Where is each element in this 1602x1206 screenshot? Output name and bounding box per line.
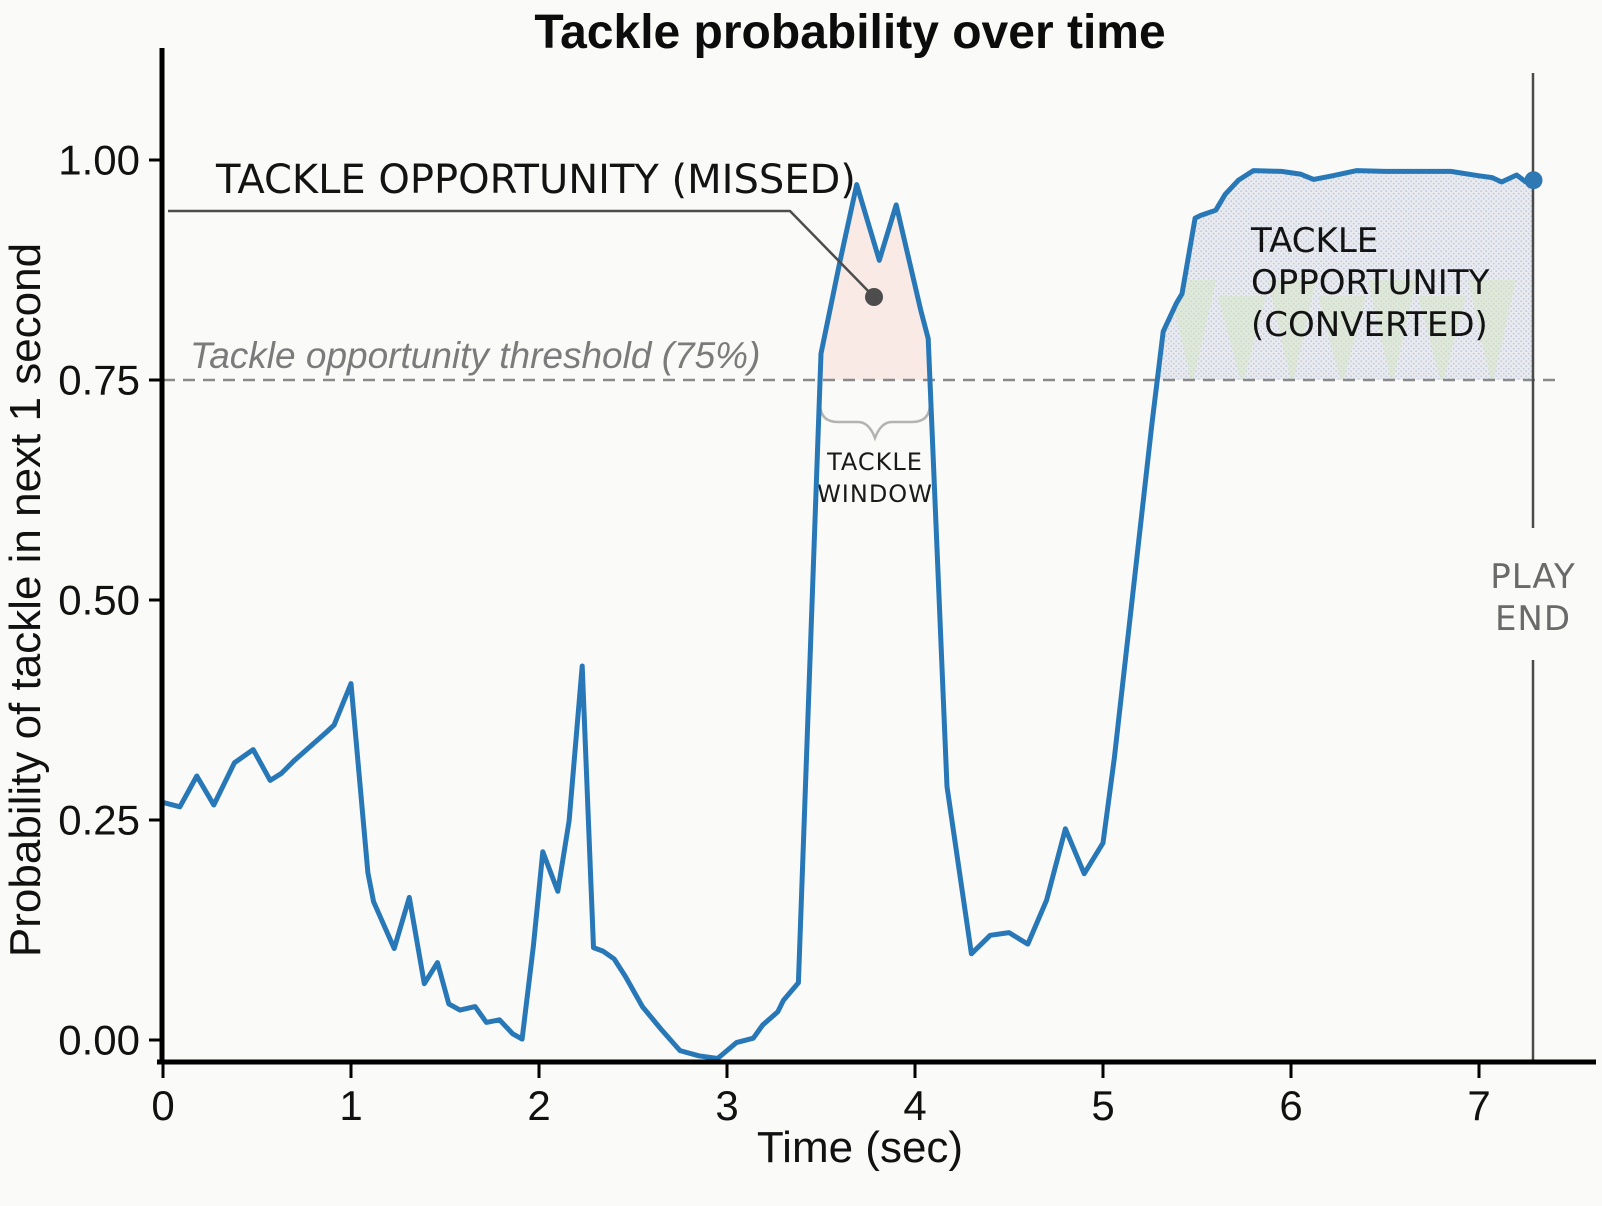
watermark-triangle [1268, 280, 1316, 380]
converted-label-line3: (CONVERTED) [1251, 305, 1488, 345]
missed-leader-dot [865, 288, 883, 306]
y-tick-label: 1.00 [58, 137, 140, 184]
x-axis-label: Time (sec) [757, 1123, 963, 1172]
watermark-zigzag [1168, 280, 1516, 380]
tackle-window-label-line1: TACKLE [826, 448, 923, 476]
play-end-marker-dot [1524, 171, 1543, 190]
y-tick-label: 0.75 [58, 357, 140, 404]
y-tick-label: 0.00 [58, 1017, 140, 1064]
watermark-triangle [1368, 280, 1416, 380]
y-tick-label: 0.25 [58, 797, 140, 844]
x-tick-label: 1 [339, 1082, 362, 1129]
chart-title: Tackle probability over time [534, 6, 1165, 59]
watermark-triangle [1418, 296, 1466, 380]
threshold-label: Tackle opportunity threshold (75%) [190, 335, 760, 376]
x-tick-label: 7 [1467, 1082, 1490, 1129]
x-tick-label: 2 [527, 1082, 550, 1129]
x-tick-label: 0 [151, 1082, 174, 1129]
y-tick-label: 0.50 [58, 577, 140, 624]
watermark-triangle [1318, 296, 1366, 380]
x-tick-label: 3 [715, 1082, 738, 1129]
converted-label-line1: TACKLE [1250, 221, 1378, 261]
missed-leader-line [168, 209, 875, 298]
watermark-triangle [1468, 280, 1516, 380]
missed-label: TACKLE OPPORTUNITY (MISSED) [215, 157, 856, 203]
play-end-label-line2: END [1495, 599, 1571, 639]
converted-label-line2: OPPORTUNITY [1251, 263, 1490, 303]
x-tick-label: 5 [1091, 1082, 1114, 1129]
x-axis-ticks: 0 1 2 3 4 5 6 7 [151, 1062, 1491, 1129]
y-axis-ticks: 0.00 0.25 0.50 0.75 1.00 [58, 137, 162, 1064]
tackle-window-brace [818, 403, 932, 442]
y-axis-label: Probability of tackle in next 1 second [1, 243, 50, 957]
watermark-triangle [1168, 280, 1216, 380]
x-tick-label: 6 [1279, 1082, 1302, 1129]
x-tick-label: 4 [903, 1082, 926, 1129]
watermark-triangle [1218, 296, 1266, 380]
tackle-window-label-line2: WINDOW [817, 480, 933, 508]
probability-line [160, 168, 1536, 1061]
play-end-label-line1: PLAY [1490, 557, 1576, 597]
